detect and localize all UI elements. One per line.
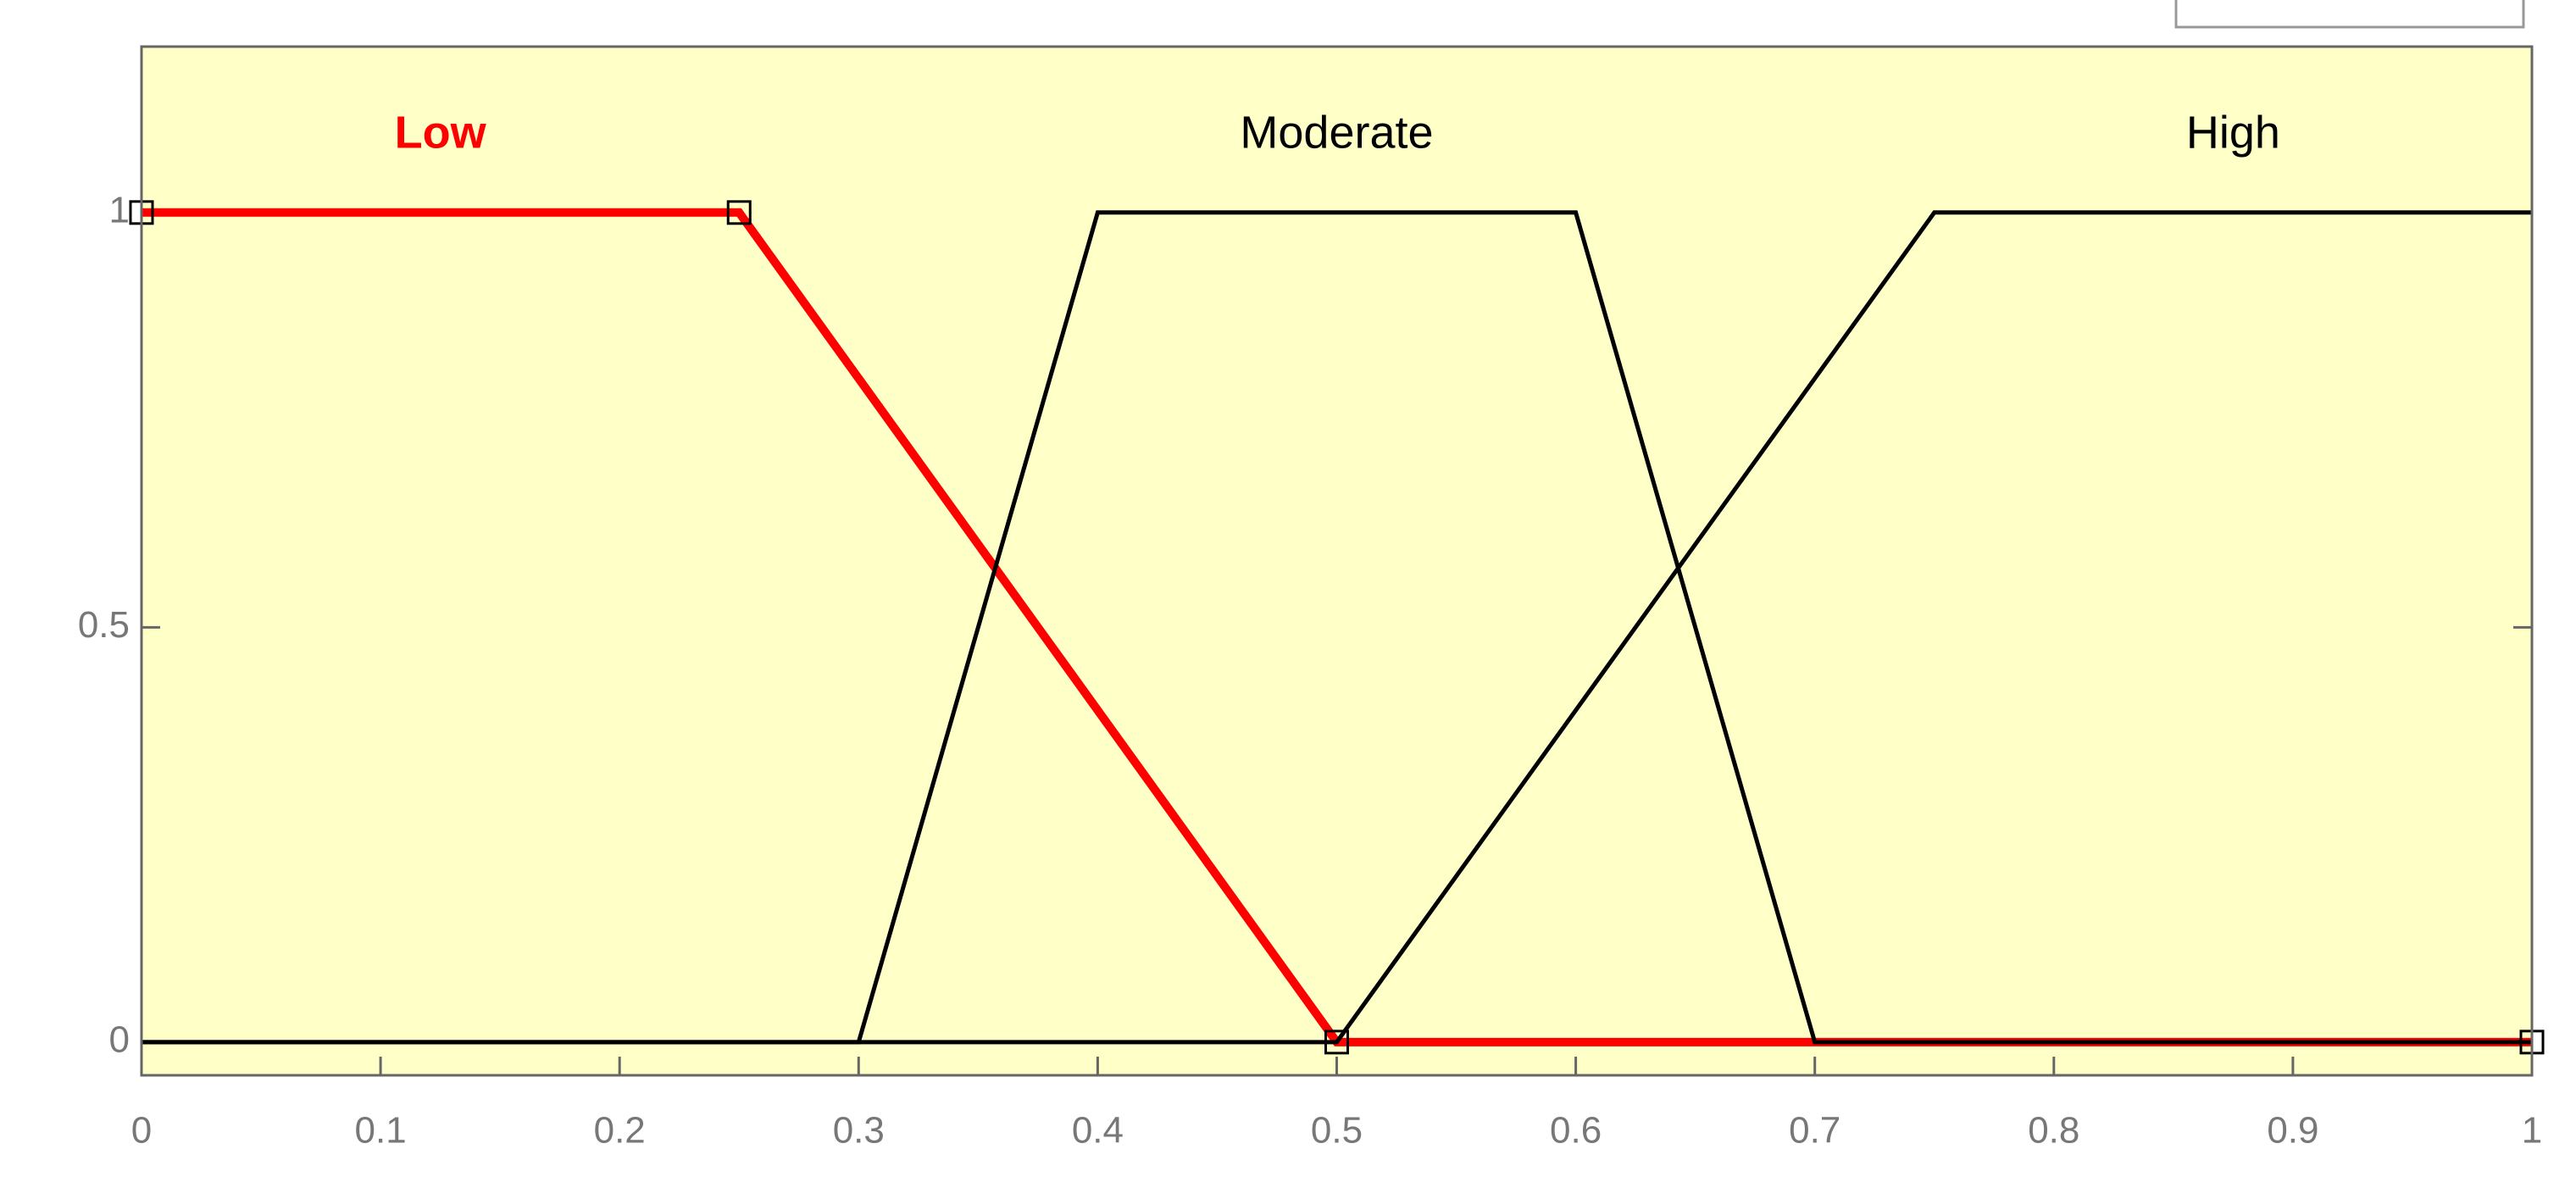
x-tick-label: 0.5 — [1311, 1110, 1363, 1152]
x-tick-label: 0.9 — [2267, 1110, 2318, 1152]
x-tick-label: 0 — [131, 1110, 152, 1152]
x-tick-label: 0.8 — [2028, 1110, 2079, 1152]
x-tick-label: 0.4 — [1072, 1110, 1124, 1152]
x-tick-label: 0.3 — [833, 1110, 885, 1152]
series-line — [142, 210, 2532, 1045]
x-tick-label: 0.1 — [355, 1110, 407, 1152]
series-label: High — [2186, 107, 2280, 158]
y-tick-label: 0.5 — [78, 604, 130, 646]
vertex-marker — [726, 200, 752, 225]
y-tick-label: 0 — [109, 1019, 130, 1060]
x-tick-label: 0.6 — [1550, 1110, 1602, 1152]
x-tick-label: 1 — [2522, 1110, 2542, 1152]
x-tick-label: 0.7 — [1789, 1110, 1840, 1152]
series-label: Low — [395, 107, 487, 158]
series-label: Moderate — [1240, 107, 1433, 158]
x-tick-label: 0.2 — [594, 1110, 646, 1152]
y-tick-label: 1 — [109, 189, 130, 230]
plot-area — [142, 47, 2532, 1075]
vertex-marker — [1324, 1030, 1349, 1055]
plot-border — [140, 45, 2534, 1077]
top-box — [2174, 0, 2525, 29]
